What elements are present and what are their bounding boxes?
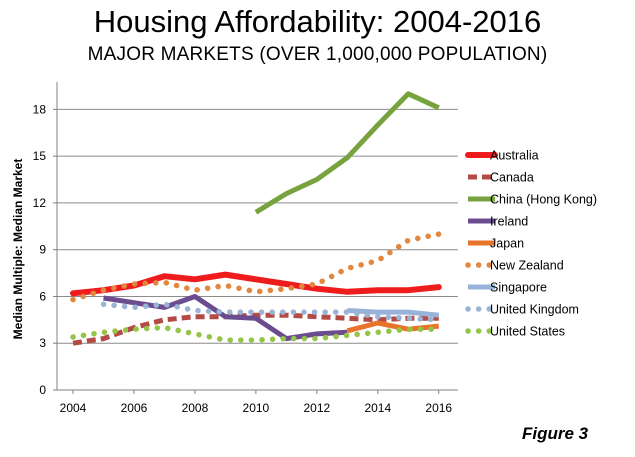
tick-labels: 0 3 6 9 12 15 18 2004 2006 2008 2010 2012 2014 2016 [33, 102, 453, 415]
y-tick-label: 18 [33, 102, 47, 116]
legend-label: United Kingdom [490, 303, 579, 317]
legend-label: Japan [490, 237, 524, 251]
legend-label: Australia [490, 149, 539, 163]
legend: Australia Canada China (Hong Kong) Ireland J… [465, 149, 597, 339]
grid-lines [57, 108, 458, 344]
series-line-new-zealand [70, 231, 442, 303]
series-line-united-kingdom [100, 301, 442, 323]
y-tick-label: 9 [39, 243, 46, 257]
y-axis-label: Median Multiple: Median Market [11, 159, 25, 340]
legend-label: China (Hong Kong) [490, 193, 597, 207]
series-line-china-hong-kong [254, 91, 440, 215]
series-line-united-states [70, 324, 442, 343]
y-tick-label: 15 [33, 149, 47, 163]
y-tick-label: 0 [39, 383, 46, 397]
x-tick-label: 2004 [60, 401, 87, 415]
series-line-australia [70, 271, 442, 297]
legend-label: Singapore [490, 281, 547, 295]
legend-label: Ireland [490, 215, 528, 229]
x-tick-label: 2012 [303, 401, 330, 415]
x-tick-label: 2010 [243, 401, 270, 415]
x-tick-label: 2006 [121, 401, 148, 415]
figure-label: Figure 3 [522, 424, 589, 443]
x-tick-label: 2016 [425, 401, 452, 415]
series-line-singapore [347, 308, 440, 318]
chart-title: Housing Affordability: 2004-2016 [93, 4, 542, 39]
y-tick-label: 6 [39, 289, 46, 303]
axes [53, 82, 458, 394]
legend-label: Canada [490, 171, 534, 185]
chart-subtitle: MAJOR MARKETS (OVER 1,000,000 POPULATION… [87, 44, 548, 65]
y-tick-label: 3 [39, 336, 46, 350]
legend-label: United States [490, 325, 565, 339]
series-line-japan [346, 320, 440, 334]
x-tick-label: 2008 [182, 401, 209, 415]
x-tick-label: 2014 [364, 401, 391, 415]
y-tick-label: 12 [33, 196, 47, 210]
series-lines [70, 91, 442, 346]
legend-label: New Zealand [490, 259, 564, 273]
